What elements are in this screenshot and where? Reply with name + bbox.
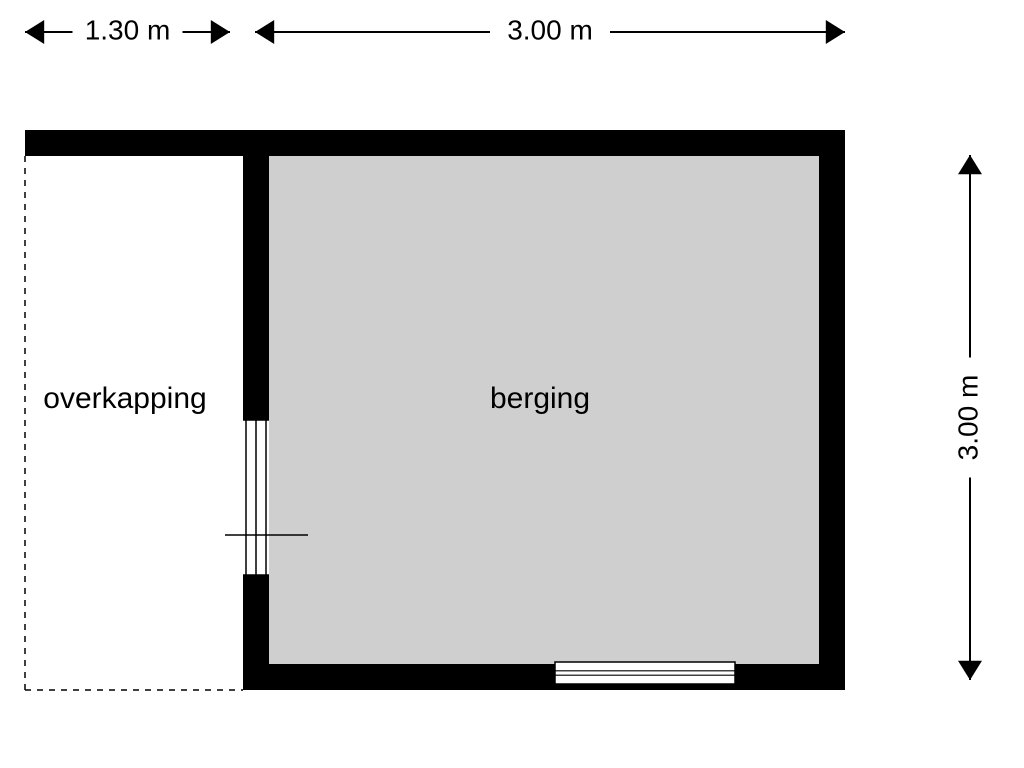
wall-partition-lower: [243, 575, 269, 690]
dim-top-left: 1.30 m: [85, 14, 171, 45]
window-opening: [555, 662, 735, 684]
wall-right: [819, 130, 845, 690]
dim-right: 3.00 m: [952, 375, 983, 461]
dim-top-right: 3.00 m: [507, 14, 593, 45]
label-overkapping: overkapping: [43, 382, 206, 415]
label-berging: berging: [490, 382, 590, 415]
wall-top: [25, 130, 845, 156]
wall-partition-upper: [243, 130, 269, 420]
wall-bottom: [243, 664, 845, 690]
